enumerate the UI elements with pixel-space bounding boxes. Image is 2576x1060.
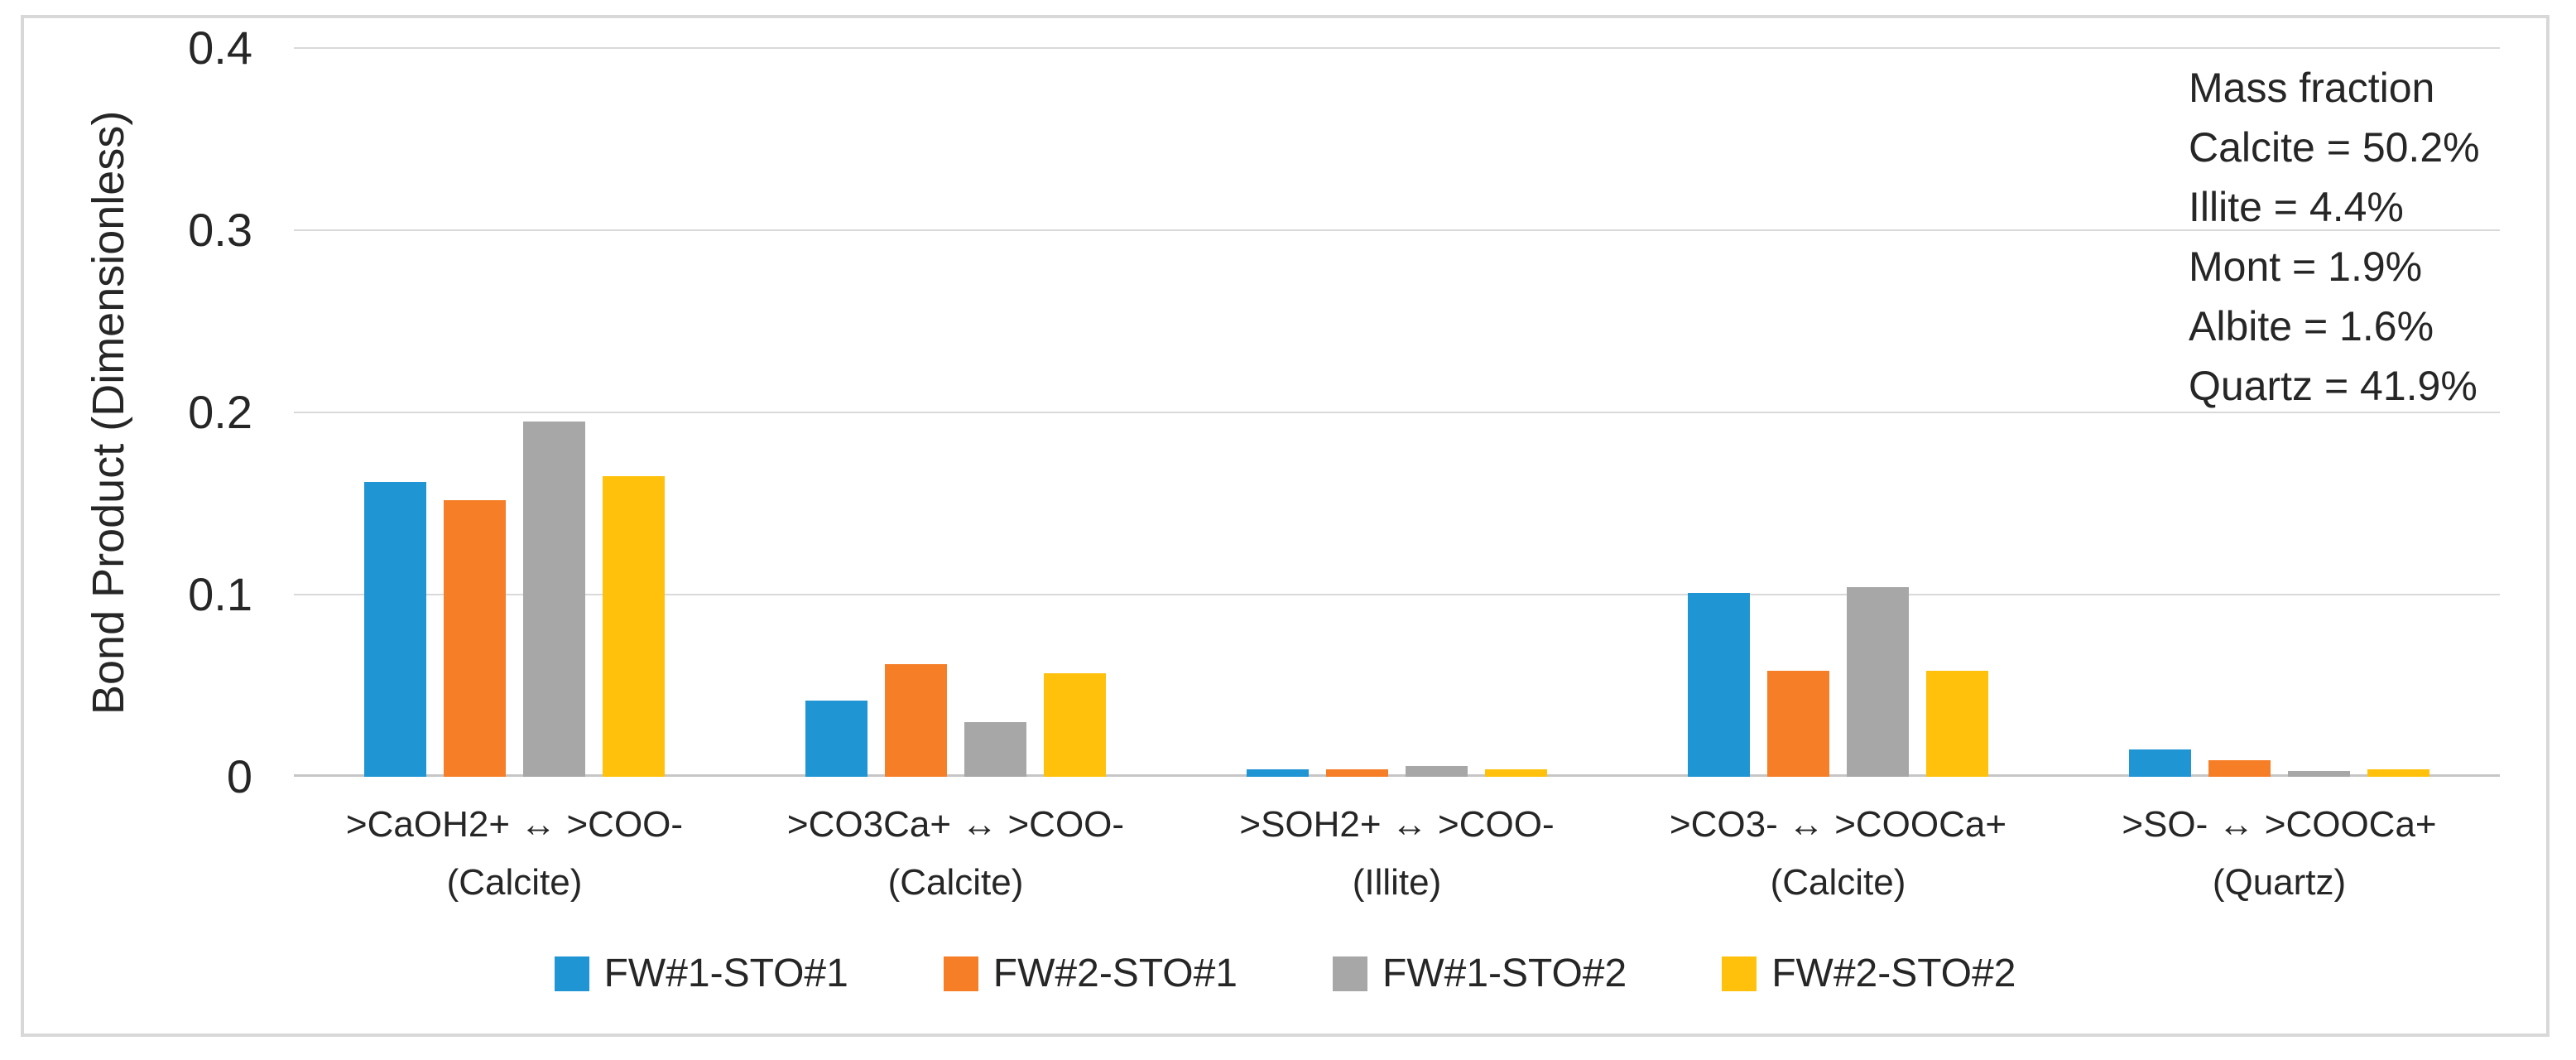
bar-s3-c1 <box>523 422 585 777</box>
bar-s1-c5 <box>2129 749 2191 777</box>
plot-area <box>294 47 2500 777</box>
bar-s2-c1 <box>444 500 506 777</box>
bar-s2-c2 <box>885 664 947 777</box>
legend-item: FW#2-STO#2 <box>1722 951 2016 996</box>
bar-s3-c4 <box>1847 587 1909 777</box>
bar-s3-c3 <box>1406 766 1468 777</box>
bar-s4-c3 <box>1485 769 1547 777</box>
legend-swatch-icon <box>554 956 589 991</box>
legend-label: FW#1-STO#2 <box>1382 952 1627 995</box>
legend-label: FW#2-STO#1 <box>992 952 1238 995</box>
figure-border <box>21 15 2550 1037</box>
y-tick-label: 0.2 <box>188 386 252 438</box>
gridline <box>294 229 2500 231</box>
category-label-mineral: (Calcite) <box>887 862 1024 903</box>
category-label-reaction: >CaOH2+ ↔ >COO- <box>345 804 684 845</box>
y-tick-label: 0.3 <box>188 204 252 256</box>
bar-s4-c4 <box>1926 671 1988 777</box>
bar-s4-c5 <box>2367 769 2429 777</box>
bar-s1-c2 <box>805 701 867 777</box>
y-tick-label: 0 <box>226 750 252 802</box>
category-label-reaction: >CO3Ca+ ↔ >COO- <box>786 804 1125 845</box>
category-label-reaction: >CO3- ↔ >COOCa+ <box>1669 804 2007 845</box>
mass-fraction-annotation: Mass fraction Calcite = 50.2% Illite = 4.4… <box>2189 58 2480 416</box>
annotation-line: Mont = 1.9% <box>2189 243 2423 290</box>
category-label: >CO3Ca+ ↔ >COO- (Calcite) <box>735 802 1176 906</box>
gridline <box>294 594 2500 595</box>
legend-label: FW#1-STO#1 <box>603 952 848 995</box>
legend-swatch-icon <box>1333 956 1367 991</box>
category-label-mineral: (Illite) <box>1352 862 1442 903</box>
gridline <box>294 412 2500 413</box>
legend-label: FW#2-STO#2 <box>1771 952 2016 995</box>
y-tick-label: 0.1 <box>188 568 252 620</box>
bar-s1-c3 <box>1247 769 1309 777</box>
bar-s3-c2 <box>964 722 1026 777</box>
category-label-mineral: (Calcite) <box>1770 862 1906 903</box>
category-label-mineral: (Quartz) <box>2212 862 2347 903</box>
legend-item: FW#1-STO#1 <box>554 951 848 996</box>
bar-s3-c5 <box>2288 771 2350 777</box>
category-label: >CaOH2+ ↔ >COO- (Calcite) <box>294 802 735 906</box>
annotation-line: Calcite = 50.2% <box>2189 124 2480 171</box>
bar-s4-c2 <box>1044 673 1106 777</box>
bar-s2-c3 <box>1326 769 1388 777</box>
bar-s4-c1 <box>603 476 665 777</box>
y-tick-label: 0.4 <box>188 22 252 74</box>
annotation-line: Quartz = 41.9% <box>2189 363 2477 409</box>
category-label: >SO- ↔ >COOCa+ (Quartz) <box>2059 802 2500 906</box>
legend-item: FW#2-STO#1 <box>943 951 1238 996</box>
category-label: >SOH2+ ↔ >COO- (Illite) <box>1176 802 1617 906</box>
category-label-reaction: >SOH2+ ↔ >COO- <box>1239 804 1555 845</box>
annotation-line: Albite = 1.6% <box>2189 303 2434 349</box>
category-label: >CO3- ↔ >COOCa+ (Calcite) <box>1617 802 2059 906</box>
bar-s1-c1 <box>364 482 426 777</box>
legend-swatch-icon <box>943 956 978 991</box>
x-axis-line <box>294 774 2500 777</box>
bar-s2-c4 <box>1767 671 1829 777</box>
gridline <box>294 47 2500 49</box>
annotation-line: Mass fraction <box>2189 65 2435 111</box>
legend: FW#1-STO#1 FW#2-STO#1 FW#1-STO#2 FW#2-STO#2 <box>21 951 2550 996</box>
bar-s2-c5 <box>2208 760 2271 777</box>
annotation-line: Illite = 4.4% <box>2189 184 2404 230</box>
category-label-reaction: >SO- ↔ >COOCa+ <box>2122 804 2437 845</box>
x-axis-category-labels: >CaOH2+ ↔ >COO- (Calcite) >CO3Ca+ ↔ >COO- (… <box>294 802 2500 906</box>
legend-item: FW#1-STO#2 <box>1333 951 1627 996</box>
bar-s1-c4 <box>1688 593 1750 777</box>
category-label-mineral: (Calcite) <box>446 862 583 903</box>
legend-swatch-icon <box>1722 956 1757 991</box>
